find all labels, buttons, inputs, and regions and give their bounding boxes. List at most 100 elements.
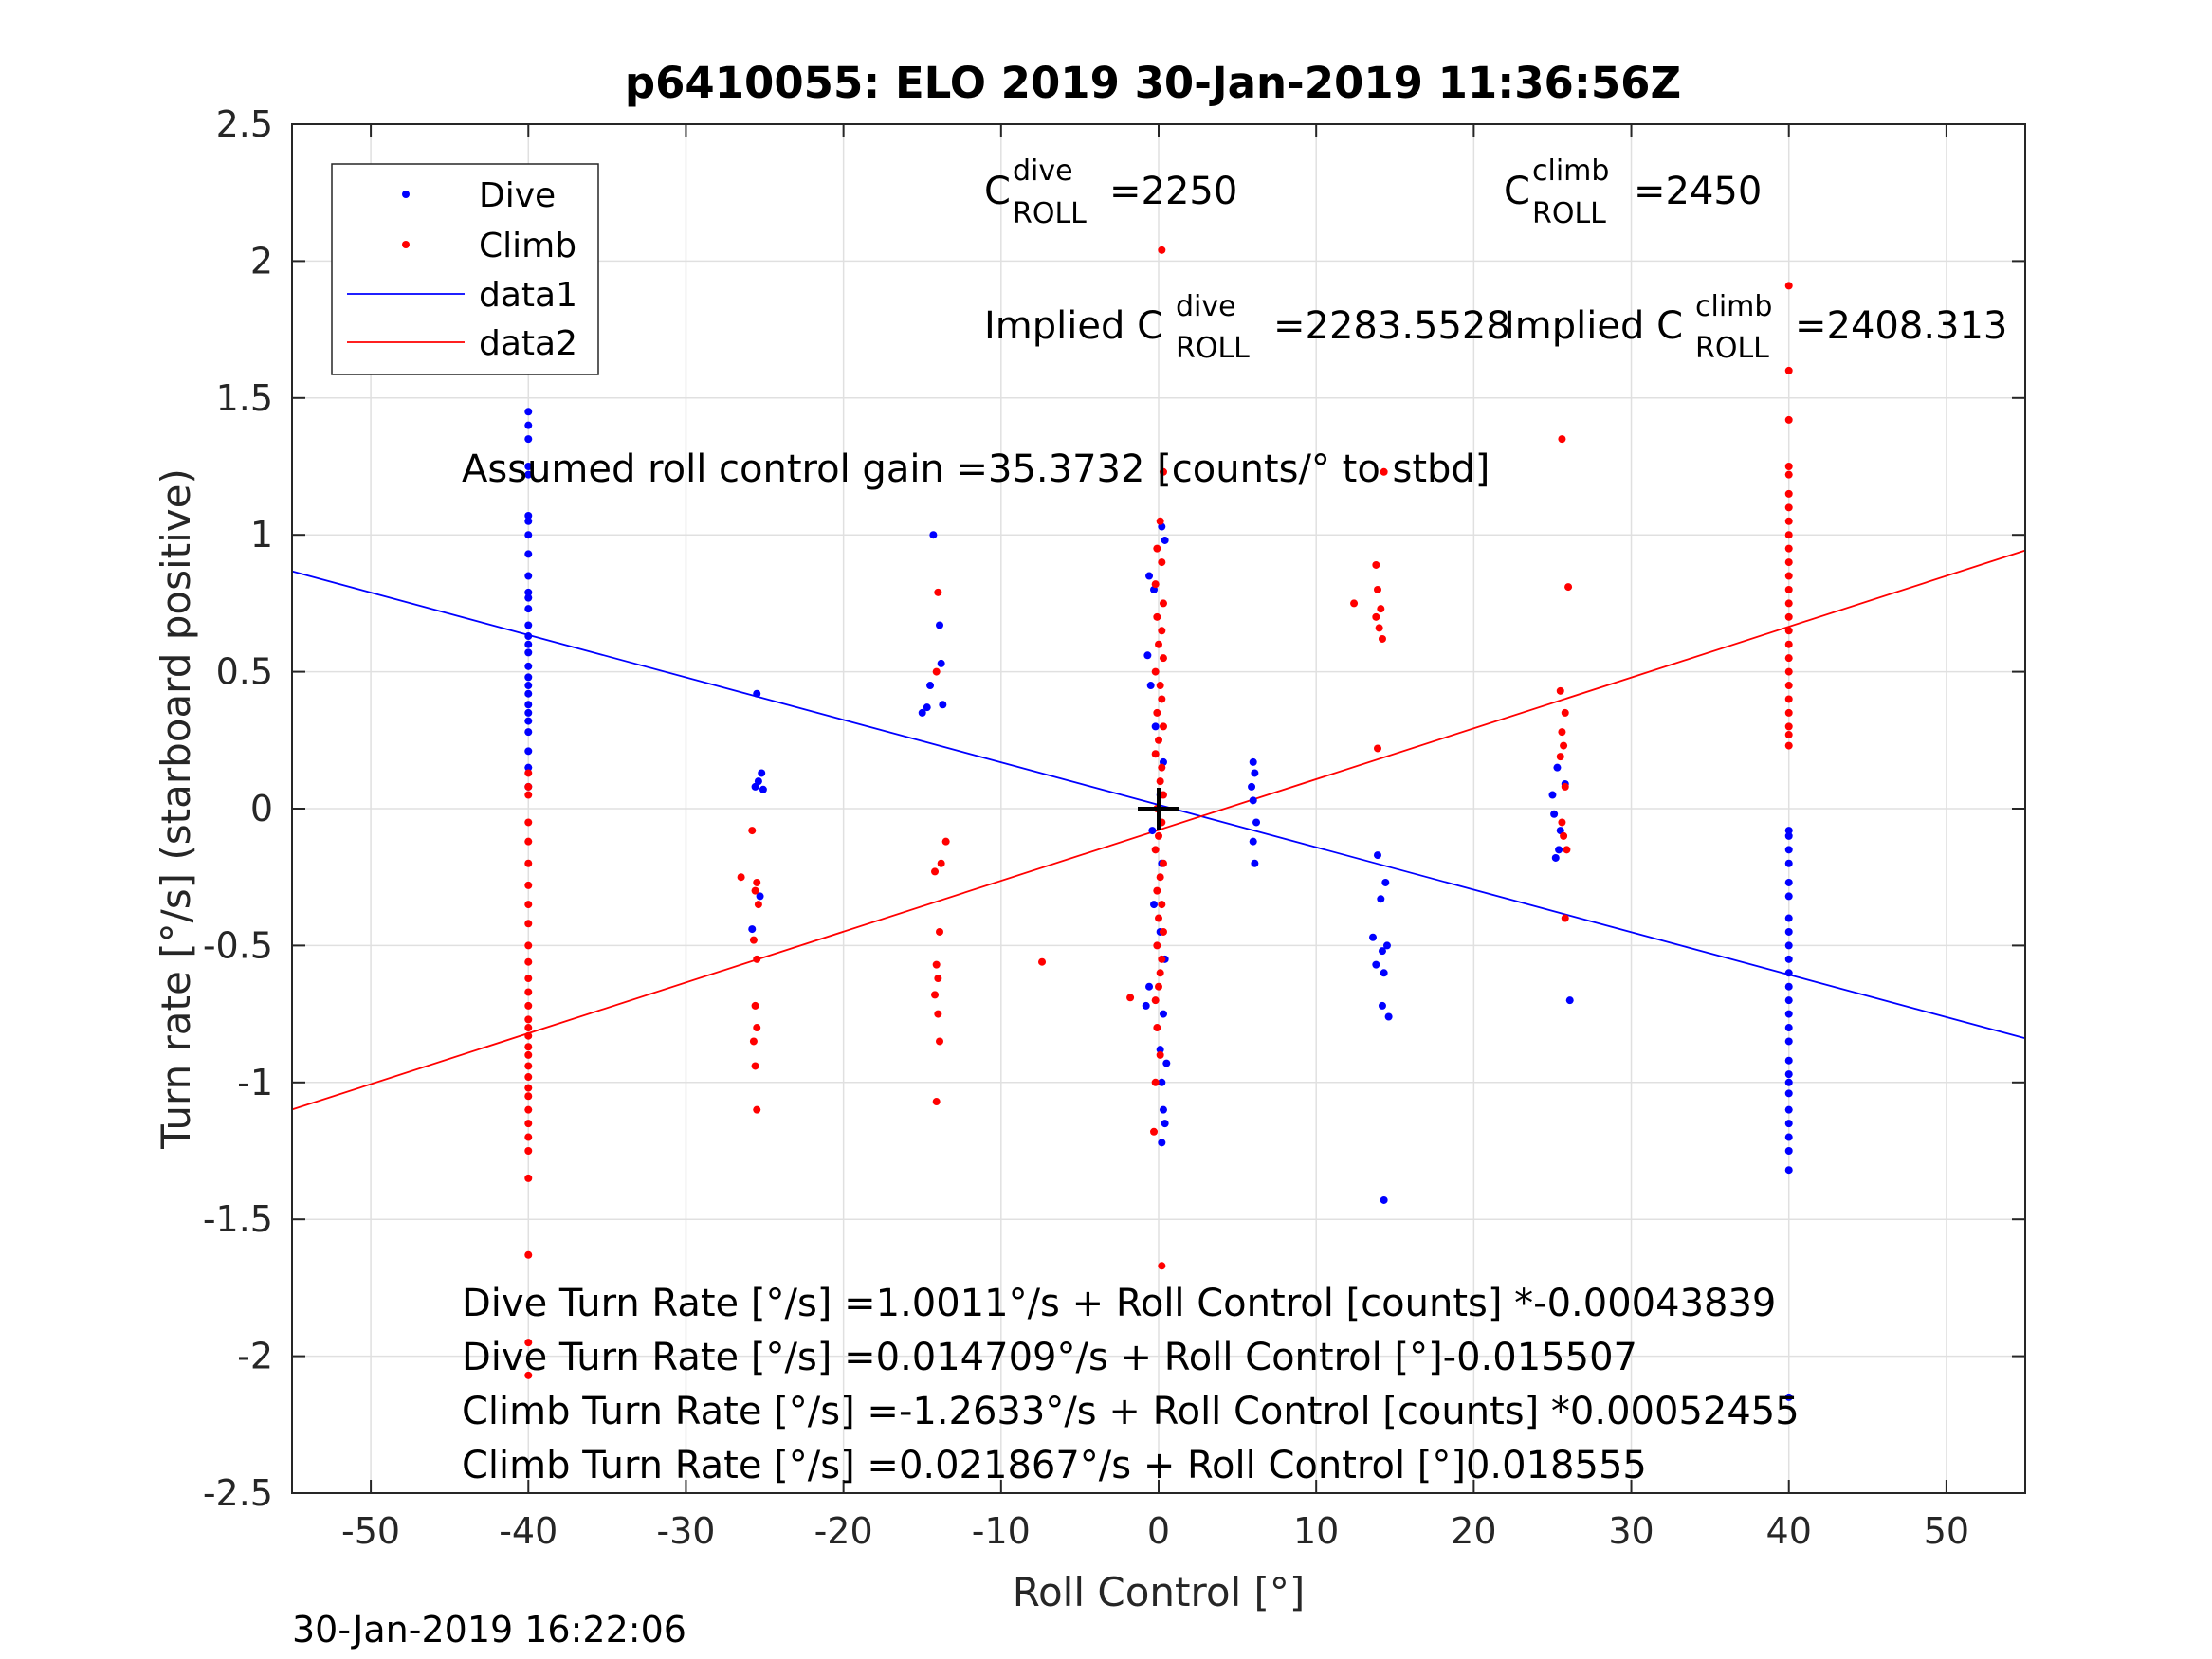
- point-dive: [1146, 682, 1155, 690]
- point-climb: [1155, 640, 1162, 648]
- x-tick-label: -50: [341, 1510, 400, 1552]
- point-climb: [934, 1010, 942, 1018]
- point-dive: [1784, 927, 1793, 936]
- point-dive: [918, 708, 926, 717]
- point-climb: [1159, 467, 1167, 476]
- point-climb: [1561, 914, 1569, 922]
- point-dive: [1784, 846, 1793, 854]
- x-tick-label: -40: [499, 1510, 558, 1552]
- point-dive: [748, 925, 757, 934]
- x-tick-label: 10: [1293, 1510, 1339, 1552]
- point-climb: [1151, 750, 1160, 758]
- point-dive: [1556, 827, 1564, 835]
- point-dive: [524, 588, 533, 596]
- point-dive: [524, 632, 533, 641]
- point-climb: [1561, 708, 1569, 717]
- c-dive-sub: ROLL: [1013, 197, 1087, 230]
- point-climb: [1784, 544, 1793, 553]
- point-climb: [1784, 282, 1793, 290]
- point-dive: [524, 662, 533, 670]
- implied-dive-sub: ROLL: [1176, 332, 1250, 365]
- point-dive: [1251, 859, 1259, 867]
- point-dive: [1249, 796, 1257, 805]
- center-marker: [1138, 788, 1179, 830]
- point-climb: [1158, 1262, 1166, 1270]
- y-tick-label: -1.5: [203, 1198, 273, 1240]
- point-climb: [1784, 640, 1793, 648]
- point-dive: [1784, 914, 1793, 922]
- point-dive: [524, 435, 533, 444]
- point-climb: [1375, 624, 1383, 632]
- point-climb: [936, 927, 944, 936]
- legend-label-data2: data2: [479, 324, 577, 363]
- point-climb: [1126, 994, 1135, 1002]
- point-dive: [1565, 996, 1574, 1005]
- point-climb: [524, 957, 533, 966]
- x-tick-label: -10: [972, 1510, 1031, 1552]
- equation-dive-counts: Dive Turn Rate [°/s] =1.0011°/s + Roll C…: [462, 1282, 1776, 1325]
- x-tick-label: -30: [656, 1510, 715, 1552]
- point-climb: [1784, 572, 1793, 580]
- c-dive-annotation: C dive ROLL =2250: [984, 155, 1237, 230]
- point-climb: [1784, 470, 1793, 479]
- c-dive-base: C: [984, 170, 1011, 213]
- point-dive: [524, 621, 533, 629]
- point-climb: [1784, 627, 1793, 635]
- legend-box: [331, 163, 599, 375]
- point-climb: [1156, 777, 1164, 786]
- point-climb: [1151, 1078, 1160, 1086]
- point-climb: [751, 1062, 759, 1070]
- point-climb: [524, 1031, 533, 1040]
- y-tick-label: -2.5: [203, 1472, 273, 1514]
- point-climb: [1380, 467, 1388, 476]
- point-climb: [524, 1105, 533, 1114]
- point-climb: [1156, 969, 1164, 977]
- y-tick-label: -2: [237, 1336, 273, 1377]
- point-climb: [524, 975, 533, 983]
- point-climb: [1560, 741, 1568, 750]
- point-climb: [524, 1339, 533, 1347]
- point-climb: [524, 1147, 533, 1155]
- point-climb: [751, 1001, 759, 1010]
- point-climb: [1153, 1024, 1161, 1032]
- point-dive: [1369, 933, 1378, 941]
- point-dive: [1380, 969, 1388, 977]
- point-climb: [1156, 682, 1164, 690]
- point-climb: [1158, 763, 1166, 772]
- point-dive: [1784, 1056, 1793, 1065]
- point-dive: [524, 463, 533, 470]
- point-dive: [1784, 982, 1793, 991]
- point-dive: [1784, 1105, 1793, 1114]
- point-climb: [1558, 818, 1566, 827]
- point-climb: [1784, 503, 1793, 512]
- point-dive: [1384, 1012, 1393, 1021]
- point-dive: [1548, 791, 1557, 799]
- point-dive: [524, 517, 533, 525]
- point-climb: [1155, 982, 1162, 991]
- point-dive: [524, 701, 533, 709]
- point-climb: [937, 859, 945, 867]
- point-climb: [934, 975, 942, 983]
- point-dive: [1249, 837, 1257, 846]
- point-climb: [1155, 831, 1162, 840]
- point-climb: [1151, 996, 1160, 1005]
- point-dive: [1784, 878, 1793, 886]
- point-climb: [1153, 708, 1161, 717]
- point-dive: [1377, 895, 1385, 903]
- point-dive: [923, 703, 931, 712]
- point-dive: [1145, 572, 1154, 580]
- point-climb: [749, 1037, 758, 1046]
- point-climb: [1784, 612, 1793, 621]
- point-dive: [1784, 1393, 1793, 1401]
- point-dive: [1381, 878, 1390, 886]
- point-climb: [524, 1174, 533, 1182]
- c-climb-annotation: C climb ROLL =2450: [1504, 155, 1762, 230]
- fit-line-data2: [291, 549, 2026, 1111]
- point-dive: [1252, 818, 1261, 827]
- chart-title: p6410055: ELO 2019 30-Jan-2019 11:36:56Z: [625, 58, 1681, 108]
- ticks: -50 -40 -30 -20 -10 0 10 20 30 40 50-2.5-2-1.5-1-0…: [203, 103, 2025, 1552]
- point-climb: [524, 1371, 533, 1379]
- c-climb-base: C: [1504, 170, 1530, 213]
- point-climb: [1372, 560, 1380, 569]
- point-climb: [1151, 667, 1160, 676]
